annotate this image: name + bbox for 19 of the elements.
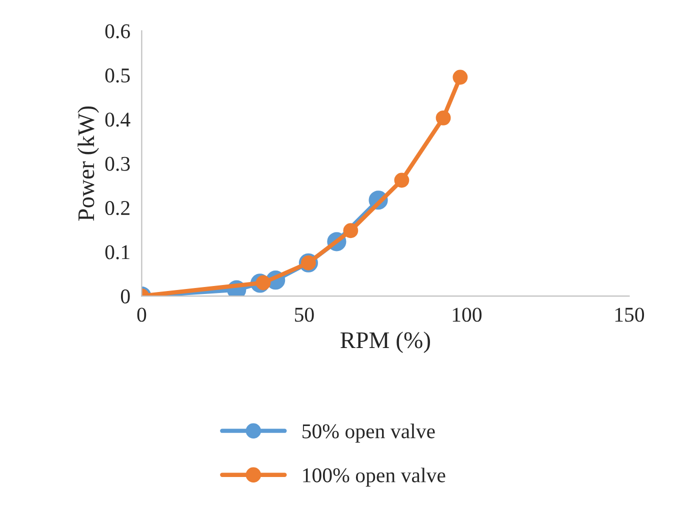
y-tick-label: 0 [120,289,130,304]
x-axis-title: RPM (%) [340,332,430,353]
point [452,70,468,85]
y-tick-label: 0.3 [105,156,130,171]
x-tick-label: 100 [452,308,482,322]
x-tick-label: 0 [137,308,146,322]
x-tick-label: 50 [294,308,314,322]
legend-label: 50% open valve [302,424,435,443]
y-axis-title: Power (kW) [78,106,99,221]
y-tick-label: 0.6 [105,24,130,38]
point [343,223,358,238]
point [394,172,410,188]
y-tick-label: 0.5 [105,68,130,83]
x-tick-label: 150 [615,308,644,322]
y-tick-label: 0.2 [105,201,130,216]
point [436,110,451,126]
y-tick-label: 0.1 [105,245,130,260]
y-tick-label: 0.4 [105,112,130,127]
legend-label: 100% open valve [303,468,446,487]
